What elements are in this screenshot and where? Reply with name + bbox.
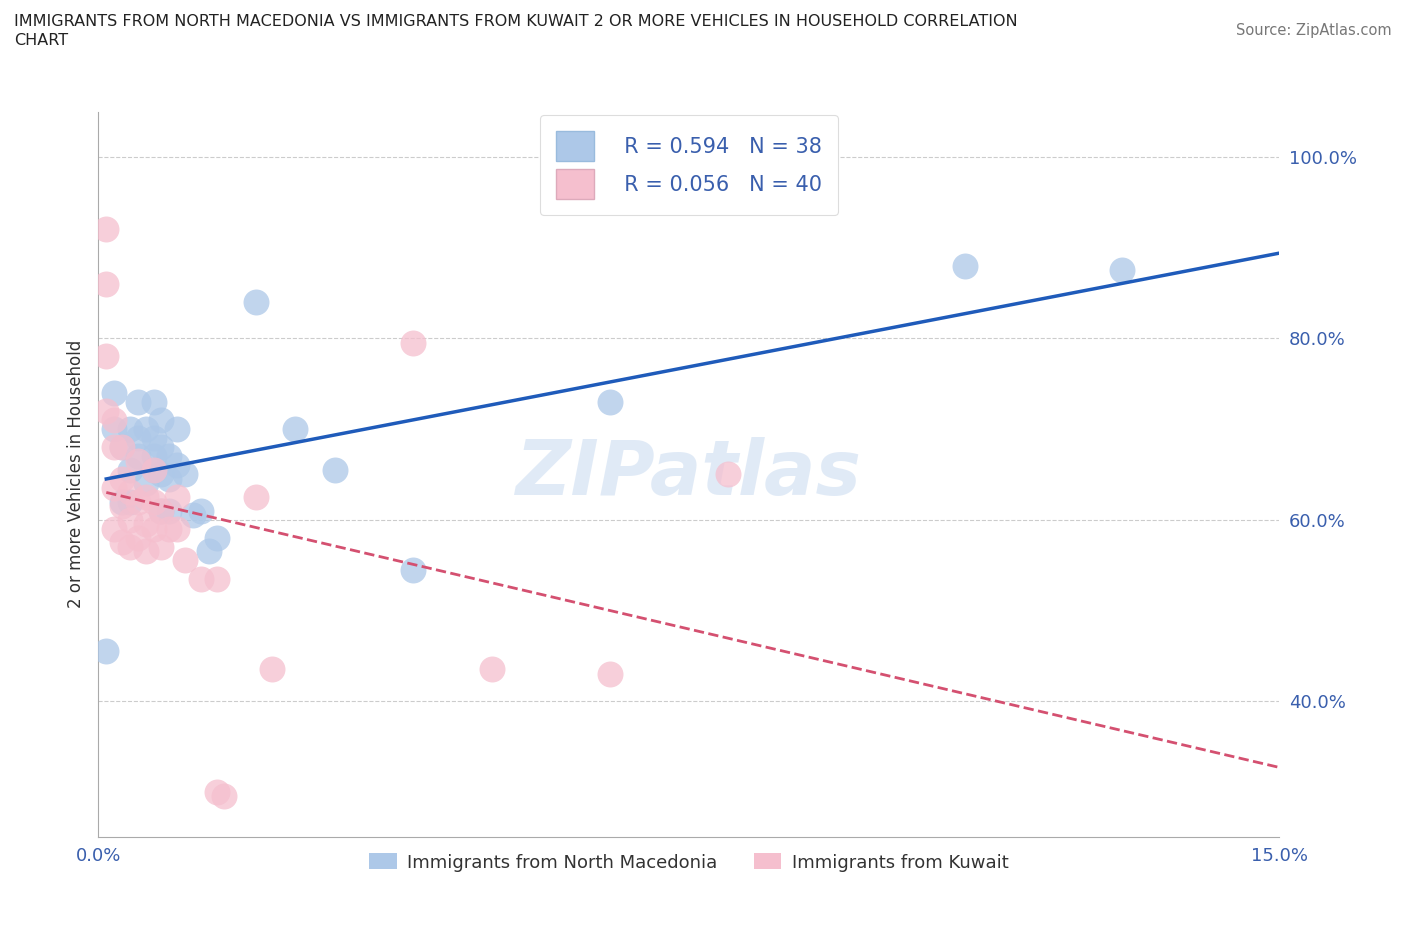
Point <box>599 667 621 682</box>
Point <box>166 458 188 472</box>
Point <box>103 440 125 455</box>
Point <box>111 472 134 486</box>
Point <box>118 512 141 527</box>
Point <box>157 521 180 536</box>
Point <box>127 494 149 509</box>
Point <box>181 508 204 523</box>
Point <box>142 494 165 509</box>
Point <box>111 494 134 509</box>
Point <box>166 521 188 536</box>
Point <box>118 421 141 436</box>
Point <box>118 485 141 500</box>
Y-axis label: 2 or more Vehicles in Household: 2 or more Vehicles in Household <box>66 340 84 608</box>
Point <box>118 494 141 509</box>
Point <box>402 336 425 351</box>
Point <box>135 489 157 504</box>
Point <box>157 472 180 486</box>
Point <box>150 539 173 554</box>
Legend: Immigrants from North Macedonia, Immigrants from Kuwait: Immigrants from North Macedonia, Immigra… <box>363 846 1015 879</box>
Point <box>135 517 157 532</box>
Point <box>127 431 149 445</box>
Point <box>103 481 125 496</box>
Point <box>157 503 180 518</box>
Point <box>103 421 125 436</box>
Point <box>953 259 976 273</box>
Point <box>174 553 197 568</box>
Point <box>135 476 157 491</box>
Point <box>103 413 125 428</box>
Point <box>150 503 173 518</box>
Text: CHART: CHART <box>14 33 67 47</box>
Point <box>190 571 212 586</box>
Point <box>481 662 503 677</box>
Point <box>260 662 283 677</box>
Point <box>96 349 118 364</box>
Point <box>142 449 165 464</box>
Point <box>127 394 149 409</box>
Point <box>166 421 188 436</box>
Point <box>157 449 180 464</box>
Point <box>245 489 267 504</box>
Point <box>142 394 165 409</box>
Point <box>150 467 173 482</box>
Point <box>142 462 165 477</box>
Point <box>118 539 141 554</box>
Point <box>135 421 157 436</box>
Point <box>174 467 197 482</box>
Point <box>127 453 149 468</box>
Point <box>111 535 134 550</box>
Point <box>150 440 173 455</box>
Point <box>245 295 267 310</box>
Text: IMMIGRANTS FROM NORTH MACEDONIA VS IMMIGRANTS FROM KUWAIT 2 OR MORE VEHICLES IN : IMMIGRANTS FROM NORTH MACEDONIA VS IMMIG… <box>14 14 1018 29</box>
Point <box>142 521 165 536</box>
Point <box>214 789 236 804</box>
Point <box>190 503 212 518</box>
Point <box>402 562 425 577</box>
Point <box>284 421 307 436</box>
Point <box>150 413 173 428</box>
Point <box>717 467 740 482</box>
Point <box>142 462 165 477</box>
Text: Source: ZipAtlas.com: Source: ZipAtlas.com <box>1236 23 1392 38</box>
Point <box>142 431 165 445</box>
Point <box>135 544 157 559</box>
Point <box>96 276 118 291</box>
Point <box>205 530 228 545</box>
Point <box>150 503 173 518</box>
Point <box>96 404 118 418</box>
Point <box>127 530 149 545</box>
Point <box>197 544 219 559</box>
Point <box>1111 263 1133 278</box>
Point <box>103 521 125 536</box>
Point <box>111 440 134 455</box>
Point <box>205 571 228 586</box>
Text: ZIPatlas: ZIPatlas <box>516 437 862 512</box>
Point <box>166 489 188 504</box>
Point <box>599 394 621 409</box>
Point <box>103 385 125 400</box>
Point <box>96 644 118 658</box>
Point <box>96 222 118 237</box>
Point <box>111 498 134 513</box>
Point <box>118 462 141 477</box>
Point <box>205 784 228 799</box>
Point <box>323 462 346 477</box>
Point <box>127 449 149 464</box>
Point <box>111 440 134 455</box>
